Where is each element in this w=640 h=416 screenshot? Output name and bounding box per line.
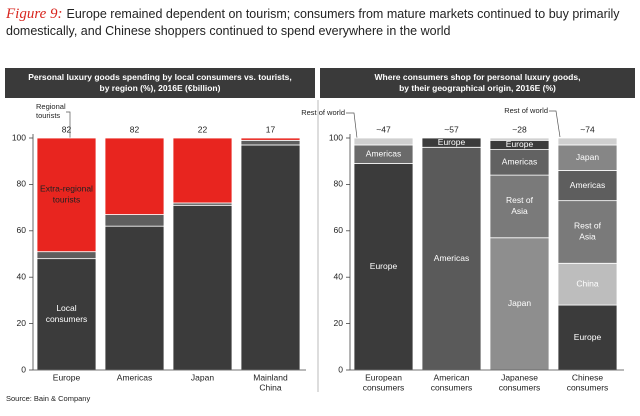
total-label: 22	[198, 124, 208, 134]
y-tick-label: 0	[338, 364, 343, 374]
segment-label: Americas	[502, 157, 537, 167]
bar-segment	[557, 200, 618, 264]
y-tick-label: 80	[17, 179, 27, 189]
bar-segment	[421, 146, 482, 371]
y-tick-label: 100	[329, 132, 343, 142]
y-tick-label: 0	[21, 364, 26, 374]
y-tick-label: 40	[17, 271, 27, 281]
annotation: Rest of world	[504, 106, 548, 115]
figure-label: Figure 9:	[6, 6, 63, 22]
leader-line	[346, 112, 358, 139]
segment-label: tourists	[53, 195, 80, 205]
segment-label: consumers	[46, 314, 88, 324]
segment-label: Europe	[574, 332, 602, 342]
annotation: Regional	[36, 102, 66, 111]
bar-segment	[421, 137, 482, 148]
segment-label: Extra-regional	[40, 184, 93, 194]
panel-title-line: by their geographical origin, 2016E (%)	[399, 83, 556, 93]
y-tick-label: 80	[334, 179, 344, 189]
bar-segment	[557, 304, 618, 371]
bar-segment	[489, 174, 550, 239]
panel-title-line: by region (%), 2016E (€billion)	[99, 83, 221, 93]
annotation: Rest of world	[301, 108, 345, 117]
x-tick-label: Chinese	[572, 372, 603, 382]
segment-label: Rest of	[574, 221, 602, 231]
bar-segment	[36, 251, 97, 260]
y-tick-label: 60	[334, 225, 344, 235]
y-tick-label: 60	[17, 225, 27, 235]
y-tick-label: 20	[334, 318, 344, 328]
bar-segment	[36, 137, 97, 253]
segment-label: Europe	[370, 261, 398, 271]
x-tick-label: consumers	[499, 382, 541, 392]
annotation: tourists	[36, 111, 60, 120]
segment-label: Americas	[570, 180, 605, 190]
bar-segment	[240, 137, 301, 141]
x-tick-label: European	[365, 372, 402, 382]
segment-label: Japan	[576, 152, 599, 162]
x-tick-label: Americas	[117, 372, 152, 382]
x-tick-label: Japanese	[501, 372, 538, 382]
figure-title: Figure 9: Europe remained dependent on to…	[6, 6, 634, 40]
bar-segment	[172, 137, 233, 204]
bar-segment	[353, 163, 414, 371]
panel-header: Where consumers shop for personal luxury…	[320, 68, 635, 98]
y-tick-label: 20	[17, 318, 27, 328]
total-label: ~74	[580, 124, 595, 134]
total-label: 82	[62, 124, 72, 134]
bar-segment	[557, 137, 618, 146]
bar-segment	[489, 237, 550, 371]
leader-line	[549, 110, 561, 138]
segment-label: Europe	[506, 139, 534, 149]
bar-segment	[172, 204, 233, 371]
leader-line	[66, 111, 71, 138]
x-tick-label: consumers	[567, 382, 609, 392]
segment-label: Europe	[438, 137, 466, 147]
y-tick-label: 40	[334, 271, 344, 281]
total-label: ~47	[376, 124, 391, 134]
x-tick-label: Mainland	[253, 372, 288, 382]
x-tick-label: Japan	[191, 372, 214, 382]
bar-segment	[353, 137, 414, 146]
total-label: 82	[130, 124, 140, 134]
segment-label: China	[576, 278, 598, 288]
total-label: ~28	[512, 124, 527, 134]
title-text: Europe remained dependent on tourism; co…	[6, 7, 620, 38]
x-tick-label: American	[434, 372, 470, 382]
bar-segment	[104, 214, 165, 227]
x-tick-label: consumers	[363, 382, 405, 392]
x-tick-label: China	[259, 382, 281, 392]
segment-label: Americas	[366, 148, 401, 158]
total-label: 17	[266, 124, 276, 134]
segment-label: Asia	[511, 206, 528, 216]
panel-title-line: Where consumers shop for personal luxury…	[374, 72, 581, 82]
bar-segment	[36, 258, 97, 371]
y-tick-label: 100	[12, 132, 26, 142]
bar-segment	[557, 144, 618, 171]
bar-segment	[104, 225, 165, 371]
x-tick-label: Europe	[53, 372, 81, 382]
panel-header: Personal luxury goods spending by local …	[5, 68, 315, 98]
x-tick-label: consumers	[431, 382, 473, 392]
bar-segment	[489, 137, 550, 141]
bar-segment	[104, 137, 165, 215]
bar-segment	[240, 139, 301, 146]
segment-label: Local	[56, 303, 76, 313]
panel-title-line: Personal luxury goods spending by local …	[28, 72, 292, 82]
bar-segment	[240, 144, 301, 371]
bar-segment	[557, 170, 618, 202]
total-label: ~57	[444, 124, 459, 134]
segment-label: Japan	[508, 298, 531, 308]
segment-label: Asia	[579, 232, 596, 242]
bar-segment	[557, 262, 618, 306]
segment-label: Americas	[434, 253, 469, 263]
source: Source: Bain & Company	[6, 394, 91, 403]
segment-label: Rest of	[506, 195, 534, 205]
bar-segment	[489, 149, 550, 176]
